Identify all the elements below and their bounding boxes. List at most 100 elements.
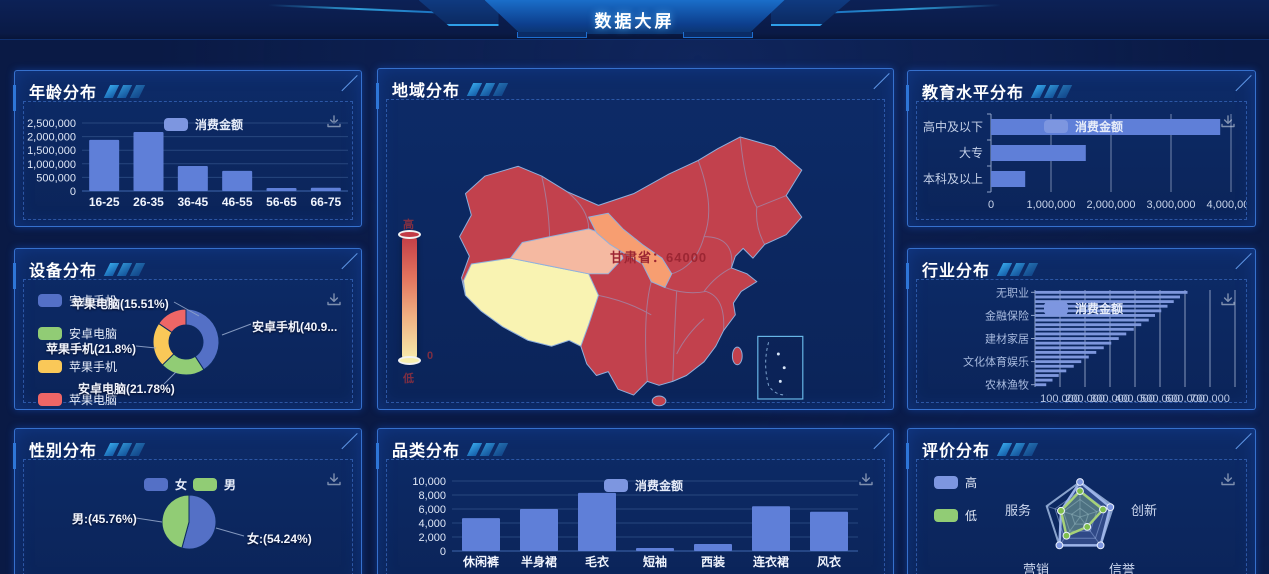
bar[interactable] xyxy=(520,509,558,551)
bar[interactable] xyxy=(991,145,1086,161)
legend-item[interactable]: 女 xyxy=(144,476,187,493)
download-icon[interactable] xyxy=(326,292,342,308)
chart-legend: 消费金额 xyxy=(1044,300,1123,317)
bar[interactable] xyxy=(89,139,120,191)
svg-text:休闲裤: 休闲裤 xyxy=(462,554,499,569)
panel-title-text: 年龄分布 xyxy=(29,85,98,102)
title-stripes-icon xyxy=(996,262,1039,276)
legend-item[interactable]: 消费金额 xyxy=(1044,118,1123,135)
bar[interactable] xyxy=(1035,337,1119,340)
bar[interactable] xyxy=(310,187,341,191)
map-gansu xyxy=(588,212,673,288)
bar[interactable] xyxy=(1035,304,1168,308)
chart-legend: 安卓手机安卓电脑苹果手机苹果电脑 xyxy=(38,292,117,408)
svg-text:半身裙: 半身裙 xyxy=(521,554,557,569)
bar[interactable] xyxy=(177,165,208,191)
title-stripes-icon xyxy=(103,442,146,456)
bar[interactable] xyxy=(1035,378,1053,382)
bar[interactable] xyxy=(578,492,616,551)
age-chart-area: 0 500,000 1,000,000 1,500,000 2,000,000 2,500… xyxy=(23,101,353,220)
download-icon[interactable] xyxy=(1220,472,1236,488)
header-title-plate xyxy=(484,0,785,34)
bar[interactable] xyxy=(1035,290,1188,294)
title-stripes-icon xyxy=(466,442,509,456)
panel-region: 地域分布 xyxy=(376,68,894,410)
panel-industry: 行业分布 100,000 200,000 300,000 400,000 500,000… xyxy=(906,248,1256,410)
legend-item[interactable]: 消费金额 xyxy=(604,477,683,494)
legend-item[interactable]: 苹果手机 xyxy=(38,358,117,375)
bar[interactable] xyxy=(1035,300,1174,304)
legend-item[interactable]: 消费金额 xyxy=(164,116,243,133)
visualmap-cap-bottom xyxy=(398,356,421,365)
bar[interactable] xyxy=(1035,295,1180,299)
bar[interactable] xyxy=(1035,332,1127,336)
legend-label: 苹果电脑 xyxy=(69,393,118,407)
title-stripes-icon xyxy=(1030,84,1073,98)
visualmap-gradient-bar[interactable] xyxy=(402,234,417,362)
bar[interactable] xyxy=(1035,341,1112,345)
industry-chart[interactable]: 100,000200,000300,000400,000500,000600,0… xyxy=(917,280,1246,402)
bar[interactable] xyxy=(1035,309,1162,313)
chart-legend: 消费金额 xyxy=(1044,118,1123,135)
bar[interactable] xyxy=(810,511,848,551)
legend-swatch xyxy=(38,294,62,307)
bar[interactable] xyxy=(266,188,297,191)
legend-item[interactable]: 低 xyxy=(934,507,977,524)
svg-text:毛衣: 毛衣 xyxy=(585,554,609,569)
pie-slice[interactable] xyxy=(185,308,220,371)
download-icon[interactable] xyxy=(1220,292,1236,308)
bar[interactable] xyxy=(1035,346,1104,350)
bar[interactable] xyxy=(636,547,674,551)
bar[interactable] xyxy=(1035,323,1142,327)
svg-text:6,000: 6,000 xyxy=(418,504,446,516)
evaluation-chart[interactable] xyxy=(917,460,1246,574)
download-icon[interactable] xyxy=(1220,114,1236,130)
china-map[interactable] xyxy=(442,116,882,416)
bar[interactable] xyxy=(1035,318,1149,322)
header-bar: 数据大屏 xyxy=(0,0,1269,40)
svg-text:4,000,000: 4,000,000 xyxy=(1207,199,1246,211)
download-icon[interactable] xyxy=(858,472,874,488)
download-icon[interactable] xyxy=(326,472,342,488)
bar[interactable] xyxy=(1035,355,1089,359)
svg-text:2,000,000: 2,000,000 xyxy=(1087,199,1136,211)
pie-slice[interactable] xyxy=(181,494,217,550)
bar[interactable] xyxy=(1035,364,1074,368)
radar-series[interactable] xyxy=(1059,489,1105,537)
legend-item[interactable]: 安卓手机 xyxy=(38,292,117,309)
svg-text:高中及以下: 高中及以下 xyxy=(923,119,983,134)
legend-item[interactable]: 苹果电脑 xyxy=(38,391,117,408)
bar[interactable] xyxy=(1035,369,1067,373)
bar[interactable] xyxy=(1035,327,1134,331)
bar[interactable] xyxy=(462,518,500,551)
bar[interactable] xyxy=(222,170,253,191)
bar[interactable] xyxy=(1035,374,1059,377)
bar[interactable] xyxy=(1035,383,1047,387)
gender-chart[interactable] xyxy=(24,460,352,574)
legend-item[interactable]: 安卓电脑 xyxy=(38,325,117,342)
device-chart[interactable] xyxy=(24,280,352,402)
bar[interactable] xyxy=(991,171,1026,187)
svg-text:200,000: 200,000 xyxy=(1065,393,1105,402)
category-chart[interactable]: 0 2,000 4,000 6,000 8,000 10,000 休闲裤 半身裙 毛衣 短袖 西装 连… xyxy=(387,460,884,574)
pie-slice[interactable] xyxy=(161,494,190,549)
legend-item[interactable]: 消费金额 xyxy=(1044,300,1123,317)
svg-text:700,000: 700,000 xyxy=(1190,393,1230,402)
panel-title-category: 品类分布 xyxy=(392,437,509,461)
legend-item[interactable]: 男 xyxy=(193,476,236,493)
bar[interactable] xyxy=(133,131,164,191)
visualmap-label: 低 xyxy=(403,373,414,385)
bar[interactable] xyxy=(1035,314,1155,317)
bar[interactable] xyxy=(1035,360,1082,364)
panel-title-text: 品类分布 xyxy=(392,443,461,460)
bar[interactable] xyxy=(752,506,790,551)
legend-item[interactable]: 高 xyxy=(934,474,977,491)
header-accent-line-left xyxy=(268,4,448,14)
bar[interactable] xyxy=(694,544,732,551)
legend-label: 消费金额 xyxy=(1075,302,1124,316)
header-notch-left xyxy=(516,32,587,38)
category-chart-area: 0 2,000 4,000 6,000 8,000 10,000 休闲裤 半身裙 毛衣 短袖 西装 连… xyxy=(386,459,885,574)
bar[interactable] xyxy=(1035,350,1097,354)
svg-text:46-55: 46-55 xyxy=(222,195,253,209)
